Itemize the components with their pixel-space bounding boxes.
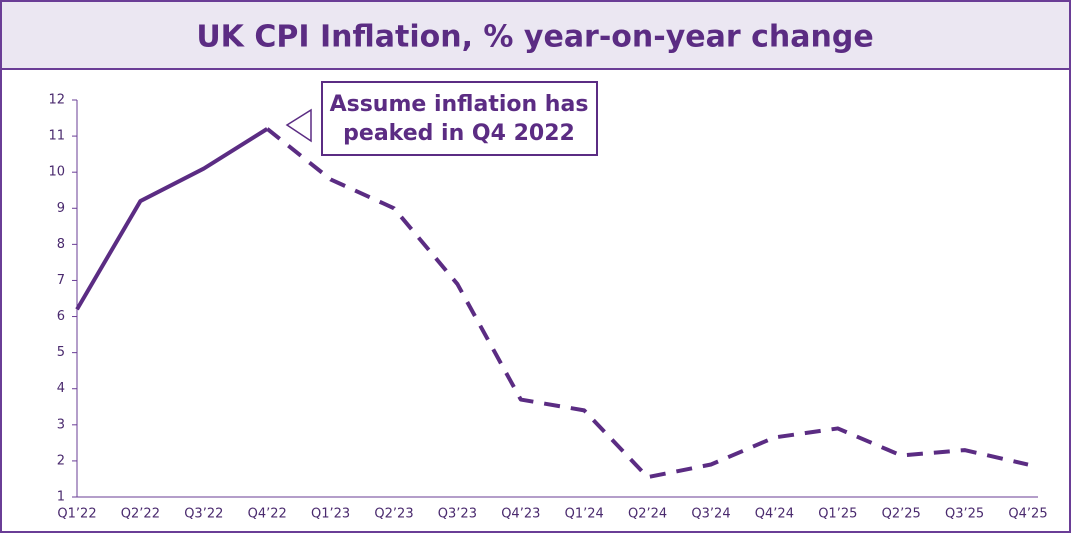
x-tick-label: Q3’23	[438, 507, 477, 522]
chart-title: UK CPI Inflation, % year-on-year change	[196, 20, 873, 55]
y-tick-label: 4	[57, 381, 65, 396]
annotation-pointer	[285, 108, 312, 143]
annotation-text: peaked in Q4 2022	[343, 121, 575, 146]
annotation-text: Assume inflation has	[330, 92, 589, 117]
x-tick-label: Q2’22	[121, 507, 160, 522]
x-tick-label: Q1’25	[818, 507, 857, 522]
x-tick-label: Q4’24	[755, 507, 794, 522]
line-series	[265, 127, 1029, 480]
y-tick-label: 11	[48, 129, 65, 144]
y-tick-label: 12	[48, 93, 65, 108]
y-tick-label: 10	[48, 165, 65, 180]
x-tick-label: Q3’24	[691, 507, 730, 522]
x-tick-label: Q1’22	[57, 507, 96, 522]
y-tick-label: 8	[57, 237, 65, 252]
x-tick-label: Q4’23	[501, 507, 540, 522]
x-tick-label: Q3’22	[184, 507, 223, 522]
x-tick-label: Q1’24	[565, 507, 604, 522]
x-tick-label: Q2’25	[882, 507, 921, 522]
x-tick-label: Q3’25	[945, 507, 984, 522]
x-tick-label: Q1’23	[311, 507, 350, 522]
title-bar	[0, 0, 1071, 70]
x-tick-label: Q2’23	[374, 507, 413, 522]
y-tick-label: 2	[57, 453, 65, 468]
x-tick-label: Q4’22	[248, 507, 287, 522]
y-tick-label: 7	[57, 273, 65, 288]
y-tick-label: 6	[57, 309, 65, 324]
line-series	[75, 127, 269, 311]
y-tick-label: 3	[57, 417, 65, 432]
annotation-box	[321, 81, 598, 156]
x-tick-label: Q2’24	[628, 507, 667, 522]
y-tick-label: 1	[57, 490, 65, 505]
y-tick-label: 9	[57, 201, 65, 216]
y-tick-label: 5	[57, 345, 65, 360]
x-tick-label: Q4’25	[1008, 507, 1047, 522]
